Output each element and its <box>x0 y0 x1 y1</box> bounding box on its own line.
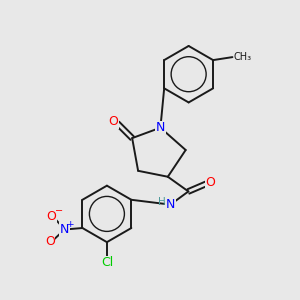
Text: O: O <box>45 236 55 248</box>
Text: CH₃: CH₃ <box>234 52 252 62</box>
Text: O: O <box>206 176 215 189</box>
Text: −: − <box>55 206 63 216</box>
Text: N: N <box>60 223 69 236</box>
Text: N: N <box>156 121 165 134</box>
Text: H: H <box>158 197 166 207</box>
Text: +: + <box>66 220 74 229</box>
Text: Cl: Cl <box>101 256 113 269</box>
Text: N: N <box>166 198 175 211</box>
Text: O: O <box>108 116 118 128</box>
Text: O: O <box>46 210 56 223</box>
